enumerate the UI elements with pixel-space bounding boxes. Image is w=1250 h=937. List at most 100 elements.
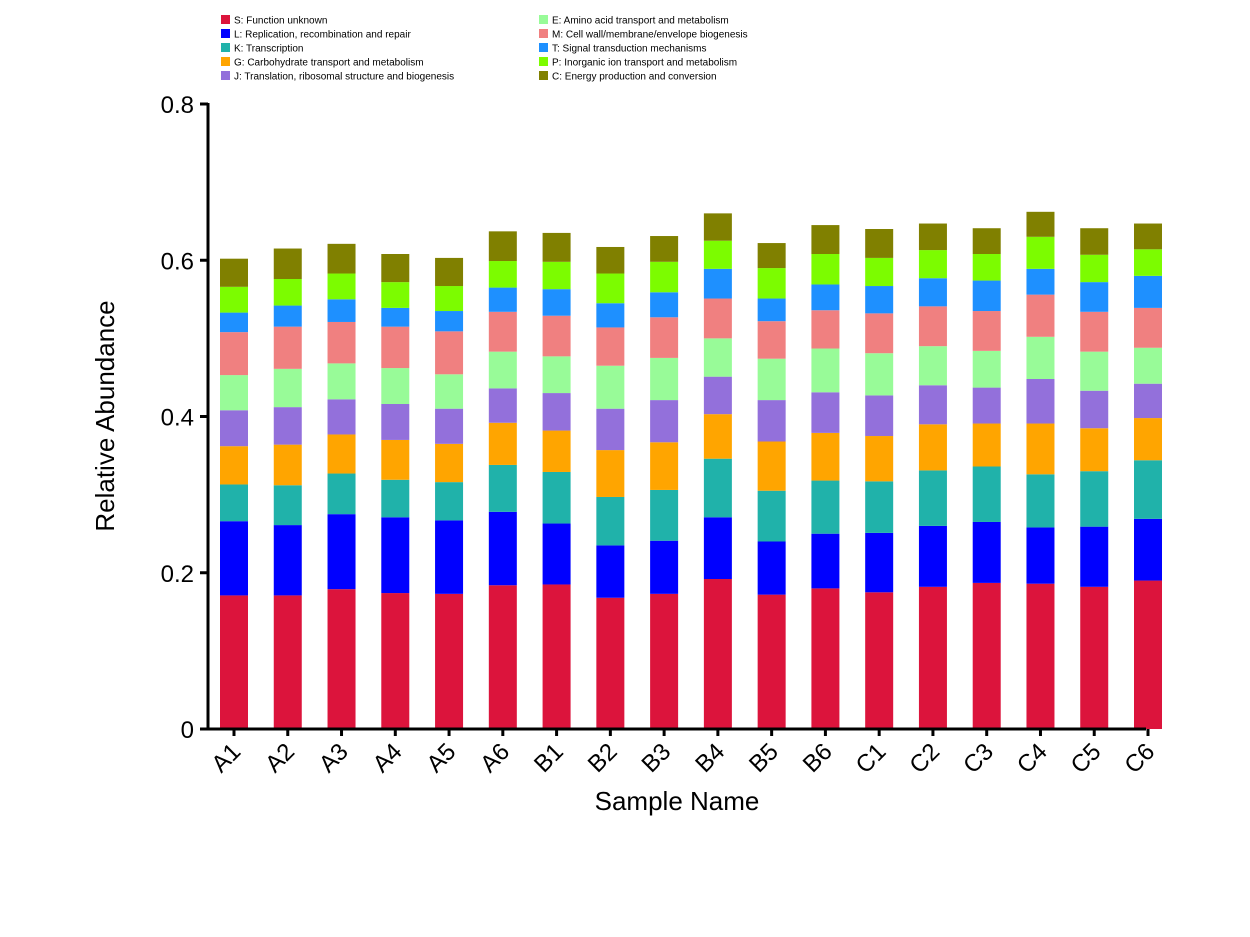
bar-b3-j [650,400,679,443]
bar-b5-k [757,490,786,542]
bar-b1-t [542,289,571,316]
bar-a1-e [220,375,248,411]
bar-c4-l [1026,527,1055,584]
bar-b5-l [757,541,786,595]
x-tick-label-c4: C4 [1012,738,1053,779]
bar-b6-l [811,533,840,589]
bar-a4-t [381,307,410,327]
bar-c6-k [1134,460,1162,519]
bar-c3-k [972,466,1001,522]
bar-c2-e [918,346,947,386]
bar-a2-c [273,248,302,279]
y-tick-label: 0 [181,717,194,744]
legend-swatch-e [539,15,548,24]
bar-b4-m [703,298,732,339]
bar-a1-s [220,595,248,729]
bar-a3-p [327,273,356,300]
legend-swatch-m [539,29,548,38]
x-tick-label-c1: C1 [851,738,892,779]
bar-c6-c [1134,223,1162,250]
bar-b5-p [757,268,786,299]
bar-a6-m [488,311,517,352]
bar-b2-c [596,246,625,274]
bar-a6-s [488,585,517,729]
bar-b4-l [703,517,732,579]
bar-a4-l [381,517,410,594]
bar-b2-e [596,365,625,409]
x-tick-label-a4: A4 [368,738,408,778]
bar-c4-k [1026,474,1055,528]
legend-label-s: S: Function unknown [234,16,327,27]
bar-c5-g [1080,428,1109,472]
bar-c2-l [918,525,947,587]
legend-label-e: E: Amino acid transport and metabolism [552,16,729,27]
bar-b2-l [596,545,625,598]
bar-c1-k [865,481,894,533]
bar-b1-j [542,393,571,431]
y-axis-title: Relative Abundance [90,300,120,531]
x-tick-label-a1: A1 [206,738,246,778]
legend-label-l: L: Replication, recombination and repair [234,30,411,41]
bar-a6-k [488,464,517,512]
bar-c6-g [1134,418,1162,461]
bar-c6-m [1134,307,1162,348]
bar-c4-m [1026,294,1055,337]
bar-c3-e [972,350,1001,388]
bar-a1-k [220,484,248,522]
bar-c5-m [1080,311,1109,352]
bar-a3-j [327,399,356,435]
x-tick-label-c6: C6 [1119,738,1160,779]
bar-a1-t [220,312,248,333]
bar-a1-m [220,332,248,376]
bar-b5-g [757,441,786,491]
bar-c1-t [865,286,894,314]
bar-b3-c [650,236,679,262]
bar-b2-t [596,303,625,328]
bar-b3-g [650,442,679,490]
bar-c3-g [972,423,1001,467]
bar-b4-e [703,338,732,377]
bar-c3-j [972,387,1001,424]
bar-a6-e [488,351,517,389]
x-tick-label-b6: B6 [798,738,838,778]
bar-a5-t [435,311,464,332]
bar-a5-s [435,593,464,729]
bar-a6-p [488,261,517,288]
bar-c6-e [1134,347,1162,384]
bar-a5-l [435,520,464,594]
x-tick-label-a6: A6 [475,738,515,778]
bar-b1-s [542,584,571,729]
bar-a2-g [273,444,302,486]
bar-c2-g [918,424,947,471]
bar-b2-m [596,327,625,366]
bar-b4-c [703,213,732,241]
bar-b2-g [596,450,625,497]
bar-a3-g [327,434,356,474]
legend-label-c: C: Energy production and conversion [552,72,717,83]
bar-c4-t [1026,268,1055,295]
bar-c1-e [865,353,894,396]
bar-b1-m [542,315,571,357]
bar-a4-k [381,479,410,518]
bar-a1-j [220,410,248,447]
x-tick-label-a2: A2 [260,738,300,778]
bar-c5-k [1080,471,1109,527]
bar-b5-s [757,594,786,730]
bar-a4-s [381,593,410,729]
x-tick-label-b5: B5 [744,738,784,778]
x-tick-label-a3: A3 [314,738,354,778]
bar-c1-g [865,436,894,482]
bar-a3-l [327,514,356,590]
bar-a5-k [435,482,464,521]
bar-a4-g [381,439,410,480]
bar-c3-p [972,254,1001,281]
bar-b2-p [596,273,625,304]
bar-c2-k [918,470,947,526]
bar-b5-m [757,321,786,359]
legend-swatch-k [221,43,230,52]
legend-label-g: G: Carbohydrate transport and metabolism [234,58,424,69]
bar-b3-p [650,261,679,293]
bar-c5-e [1080,351,1109,391]
legend-label-p: P: Inorganic ion transport and metabolis… [552,58,737,69]
bar-a1-l [220,521,248,596]
